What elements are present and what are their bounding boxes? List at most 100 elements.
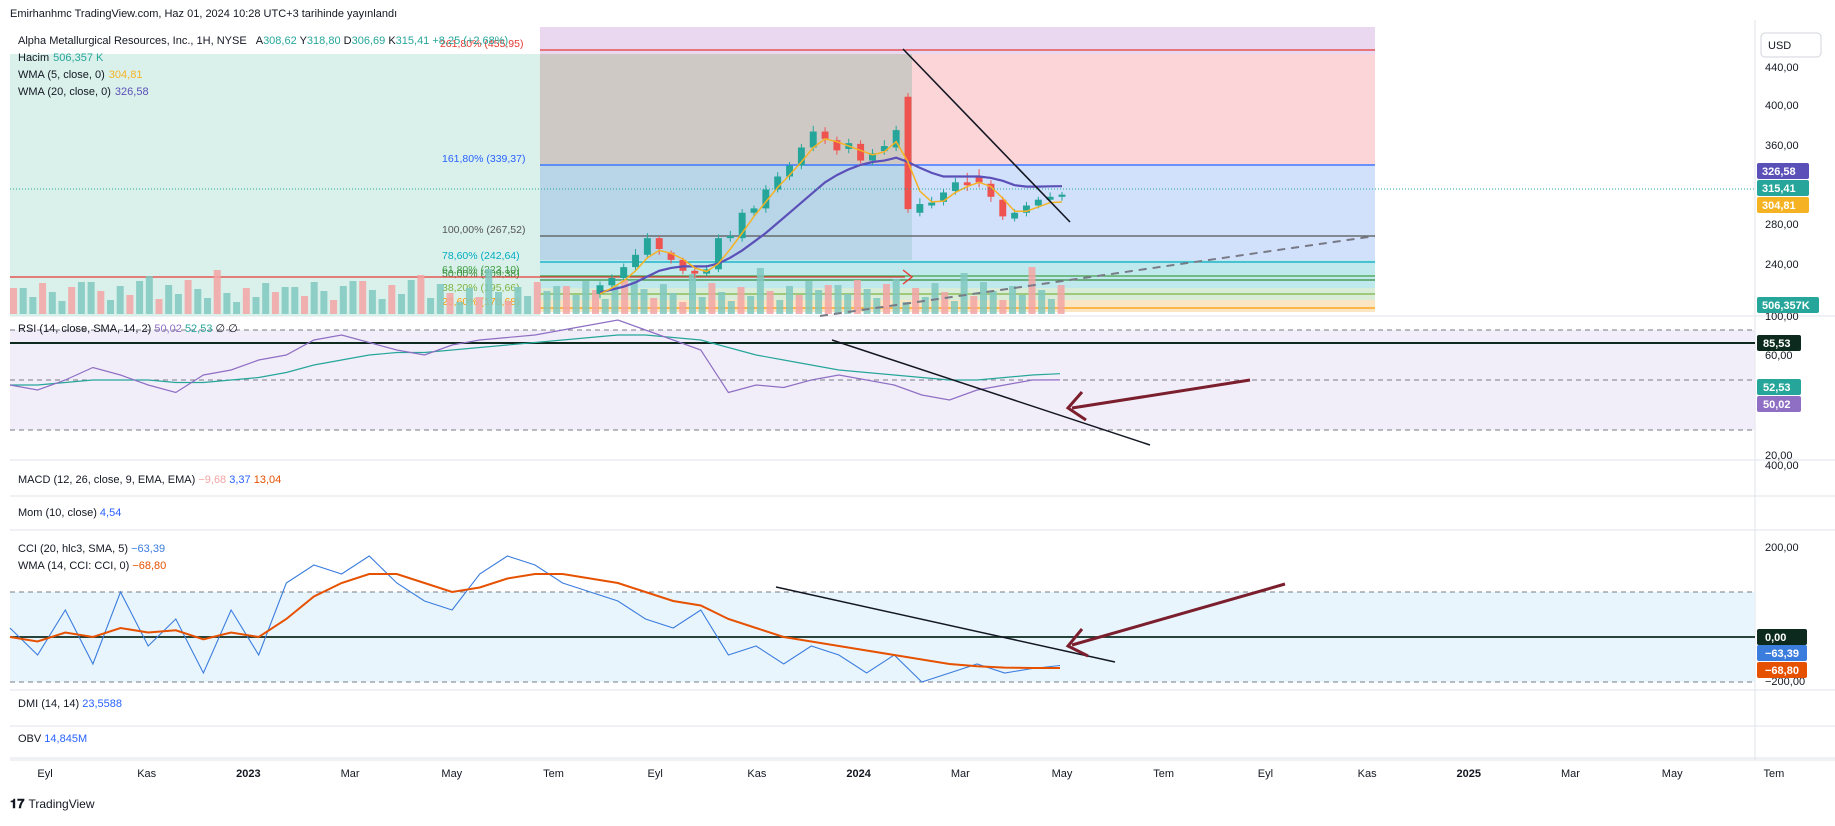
candle-body <box>1011 212 1019 219</box>
rsi-tag <box>1757 396 1801 412</box>
cci-legend: CCI (20, hlc3, SMA, 5) −63,39 WMA (14, C… <box>18 541 166 575</box>
time-axis-tick: May <box>441 768 462 780</box>
fib-grey-zone <box>540 54 912 164</box>
candle-body <box>999 199 1007 217</box>
time-axis-tick: Mar <box>341 768 360 780</box>
volume-label[interactable]: Hacim <box>18 52 50 64</box>
volume-bar <box>39 283 47 314</box>
macd-label[interactable]: MACD (12, 26, close, 9, EMA, EMA) <box>18 474 196 486</box>
volume-bar <box>262 283 270 314</box>
dmi-label[interactable]: DMI (14, 14) <box>18 698 80 710</box>
candle-body <box>596 285 604 294</box>
volume-bar <box>989 291 997 314</box>
volume-bar <box>921 297 929 314</box>
volume-bar <box>582 281 590 314</box>
volume-bar <box>446 293 454 314</box>
volume-bar <box>436 284 444 314</box>
volume-bar <box>339 286 347 314</box>
volume-bar <box>223 293 231 314</box>
time-axis-tick: May <box>1052 768 1073 780</box>
volume-bar <box>77 282 85 314</box>
time-axis-tick: May <box>1662 768 1683 780</box>
volume-bar <box>174 294 182 314</box>
fib-lightblue-zone <box>912 164 1375 260</box>
mom-label[interactable]: Mom (10, close) <box>18 507 97 519</box>
volume-bar <box>689 274 696 314</box>
volume-bar <box>776 300 784 314</box>
wma20-label[interactable]: WMA (20, close, 0) <box>18 86 111 98</box>
time-axis-tick: 2023 <box>236 768 260 780</box>
time-axis-tick: 2024 <box>846 768 871 780</box>
cci-arrow-shaft <box>1071 582 1286 647</box>
volume-bar <box>116 286 124 314</box>
volume-bar <box>155 299 163 314</box>
rsi-upper-value: ∅ <box>215 323 226 335</box>
volume-bar <box>417 275 425 314</box>
footer-brand: TradingView <box>28 797 95 811</box>
fib-level-label: 261,80% (455,95) <box>440 38 523 50</box>
rsi-tag-label: 52,53 <box>1763 382 1791 394</box>
price-tag <box>1757 297 1819 313</box>
volume-bar <box>359 281 367 314</box>
rsi-legend: RSI (14, close, SMA, 14, 2) 50,02 52,53 … <box>18 322 238 335</box>
rsi-label[interactable]: RSI (14, close, SMA, 14, 2) <box>18 323 152 335</box>
wma5-label[interactable]: WMA (5, close, 0) <box>18 69 105 81</box>
candle-body <box>975 176 983 183</box>
volume-bar <box>960 273 968 314</box>
volume-bar <box>970 296 978 314</box>
volume-bar <box>407 280 415 314</box>
rsi-tag <box>1757 379 1801 395</box>
volume-bar <box>330 300 338 314</box>
wma20-value: 326,58 <box>114 86 149 98</box>
rsi-tag-label: 50,02 <box>1763 399 1791 411</box>
volume-bar <box>310 282 318 314</box>
cci-wma-label[interactable]: WMA (14, CCI: CCI, 0) <box>18 560 130 572</box>
currency-label: USD <box>1768 40 1791 52</box>
mom-value: 4,54 <box>99 507 122 519</box>
rsi-axis-tick: 20,00 <box>1765 450 1793 462</box>
volume-bar <box>815 290 823 314</box>
ohlc-low-value: 306,69 <box>351 35 386 47</box>
ohlc-high-value: 318,80 <box>306 35 341 47</box>
fib-level-label: 61,80% (223,10) <box>442 264 520 276</box>
symbol-name[interactable]: Alpha Metallurgical Resources, Inc., 1H,… <box>18 35 247 47</box>
cci-wma-line <box>9 573 1060 669</box>
cci-tag <box>1757 629 1807 645</box>
macd-value: 3,37 <box>229 474 251 486</box>
volume-bar <box>388 285 396 314</box>
candle-body <box>928 202 936 206</box>
price-axis-tick: 440,00 <box>1765 62 1799 74</box>
time-axis-tick: Kas <box>137 768 156 780</box>
time-axis-tick: 2025 <box>1457 768 1481 780</box>
candle-body <box>774 176 782 190</box>
candle-body <box>963 182 971 186</box>
candle-body <box>608 278 616 286</box>
rsi-tag-label: 85,53 <box>1763 338 1791 350</box>
price-tag-label: 506,357K <box>1762 300 1810 312</box>
footer: 𝟏𝟕 TradingView <box>10 796 95 812</box>
candle-body <box>691 270 699 274</box>
volume-bar <box>165 285 173 314</box>
fib-level-label: 50,00% (209,38) <box>442 268 520 280</box>
volume-value: 506,357 K <box>53 52 104 64</box>
time-axis-tick: Kas <box>1358 768 1377 780</box>
candle-body <box>738 212 746 239</box>
volume-bar <box>873 298 881 314</box>
wma5-value: 304,81 <box>108 69 143 81</box>
volume-bar <box>1057 285 1065 314</box>
time-axis-tick: Mar <box>1561 768 1580 780</box>
candle-body <box>797 147 805 166</box>
cci-tag-label: 0,00 <box>1765 632 1786 644</box>
wma5-line <box>599 137 1063 295</box>
volume-bar <box>398 294 405 314</box>
candle-body <box>762 189 770 209</box>
cci-label[interactable]: CCI (20, hlc3, SMA, 5) <box>18 543 129 555</box>
cci-wma-value: −68,80 <box>132 560 167 572</box>
obv-legend: OBV 14,845M <box>18 733 87 745</box>
cci-value: −63,39 <box>131 543 166 555</box>
volume-bar <box>601 299 609 314</box>
volume-bar <box>902 302 910 314</box>
obv-label[interactable]: OBV <box>18 733 42 745</box>
dmi-value: 23,5588 <box>82 698 122 710</box>
